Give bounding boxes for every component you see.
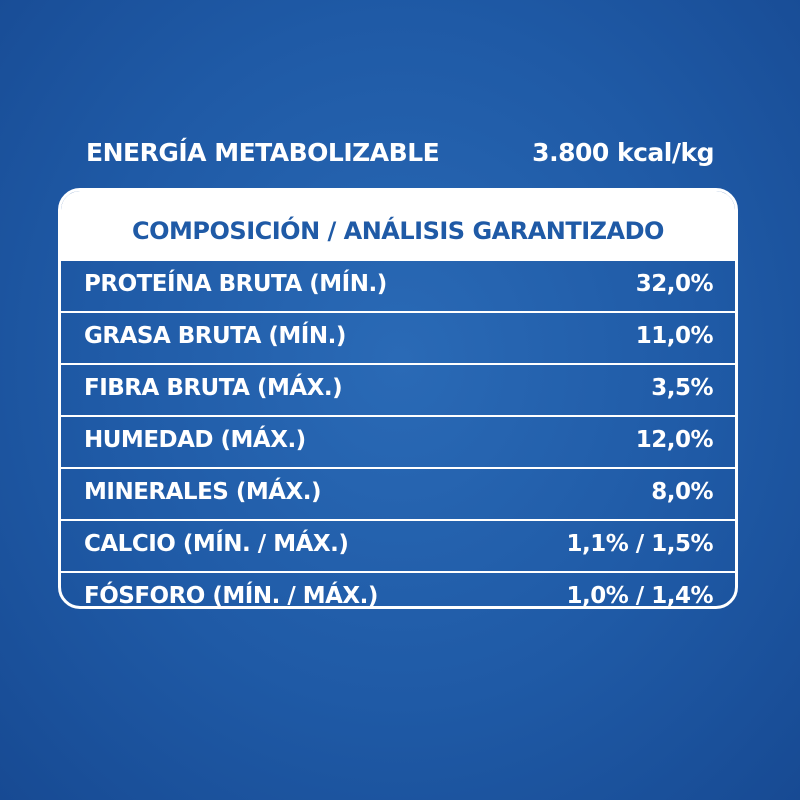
row-value: 8,0% bbox=[651, 479, 713, 505]
row-label: CALCIO (MÍN. / MÁX.) bbox=[84, 531, 349, 557]
table-row-fosforo: FÓSFORO (MÍN. / MÁX.) 1,0% / 1,4% bbox=[61, 571, 735, 609]
row-value: 3,5% bbox=[651, 375, 713, 401]
row-value: 32,0% bbox=[635, 271, 714, 297]
table-row-minerales: MINERALES (MÁX.) 8,0% bbox=[61, 467, 735, 519]
row-value: 1,1% / 1,5% bbox=[566, 531, 714, 557]
analysis-table: COMPOSICIÓN / ANÁLISIS GARANTIZADO PROTE… bbox=[58, 188, 738, 609]
energy-value: 3.800 kcal/kg bbox=[532, 138, 714, 167]
row-value: 1,0% / 1,4% bbox=[566, 583, 714, 609]
row-label: FIBRA BRUTA (MÁX.) bbox=[84, 375, 343, 401]
energy-label: ENERGÍA METABOLIZABLE bbox=[86, 138, 440, 167]
table-header: COMPOSICIÓN / ANÁLISIS GARANTIZADO bbox=[61, 191, 735, 261]
row-value: 11,0% bbox=[635, 323, 714, 349]
row-label: MINERALES (MÁX.) bbox=[84, 479, 322, 505]
table-row-calcio: CALCIO (MÍN. / MÁX.) 1,1% / 1,5% bbox=[61, 519, 735, 571]
table-row-proteina: PROTEÍNA BRUTA (MÍN.) 32,0% bbox=[61, 261, 735, 311]
row-label: FÓSFORO (MÍN. / MÁX.) bbox=[84, 583, 378, 609]
energy-line: ENERGÍA METABOLIZABLE 3.800 kcal/kg bbox=[86, 134, 718, 174]
row-label: GRASA BRUTA (MÍN.) bbox=[84, 323, 346, 349]
table-row-humedad: HUMEDAD (MÁX.) 12,0% bbox=[61, 415, 735, 467]
row-value: 12,0% bbox=[635, 427, 714, 453]
table-row-grasa: GRASA BRUTA (MÍN.) 11,0% bbox=[61, 311, 735, 363]
row-label: HUMEDAD (MÁX.) bbox=[84, 427, 306, 453]
table-row-fibra: FIBRA BRUTA (MÁX.) 3,5% bbox=[61, 363, 735, 415]
row-label: PROTEÍNA BRUTA (MÍN.) bbox=[84, 271, 387, 297]
